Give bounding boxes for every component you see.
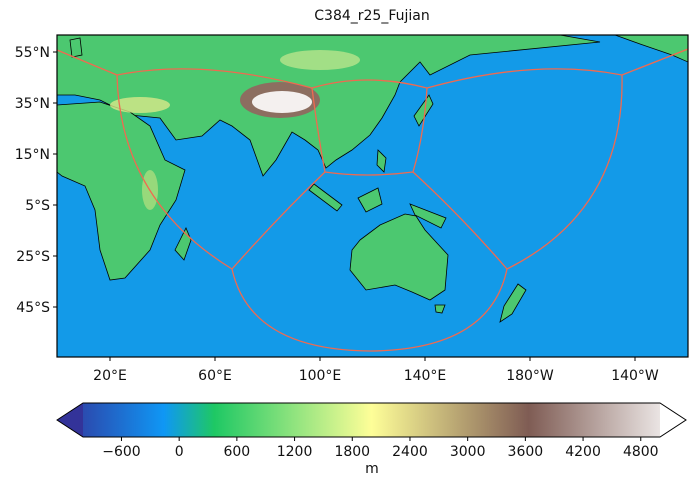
map-frame xyxy=(56,34,689,358)
lon-tick-label: 140°E xyxy=(404,368,447,384)
lat-tick-label: 25°S xyxy=(16,249,50,265)
colorbar-tick-label: 1200 xyxy=(277,444,313,460)
land-madagascar xyxy=(174,227,192,261)
colorbar-tick-label: 1800 xyxy=(334,444,370,460)
lon-tick-label: 20°E xyxy=(93,368,127,384)
colorbar-label: m xyxy=(365,461,379,477)
land-japan xyxy=(413,94,434,127)
colorbar-tick-label: 4200 xyxy=(565,444,601,460)
cubed-sphere-grid xyxy=(57,48,688,352)
land-australia xyxy=(349,213,449,301)
colorbar-tick-label: 2400 xyxy=(392,444,428,460)
colorbar-outline xyxy=(56,402,687,438)
lon-tick-labels: 20°E 60°E 100°E 140°E 180°W 140°W xyxy=(93,357,659,384)
lon-tick-label: 100°E xyxy=(299,368,342,384)
colorbar-tick-label: 3000 xyxy=(450,444,486,460)
land-tasmania xyxy=(434,304,446,314)
lat-tick-label: 5°S xyxy=(25,198,50,214)
colorbar-tick-label: 0 xyxy=(175,444,184,460)
colorbar-tick-label: 4800 xyxy=(623,444,659,460)
colorbar-tick-label: 3600 xyxy=(508,444,544,460)
lon-tick-label: 140°W xyxy=(611,368,659,384)
land-uk xyxy=(69,37,83,58)
land xyxy=(57,35,688,323)
land-sumatra xyxy=(308,183,343,212)
colorbar-extend-min xyxy=(57,403,83,437)
lat-tick-label: 45°S xyxy=(16,300,50,316)
land-new-zealand xyxy=(499,283,527,323)
land-borneo xyxy=(357,187,383,213)
land-alaska xyxy=(614,35,688,63)
lon-tick-label: 60°E xyxy=(198,368,232,384)
lat-tick-label: 35°N xyxy=(15,96,50,112)
colorbar-extend-max xyxy=(660,403,686,437)
colorbar-tick-label: −600 xyxy=(102,444,140,460)
land-africa xyxy=(57,101,186,281)
lon-tick-label: 180°W xyxy=(506,368,554,384)
colorbar-tick-label: 600 xyxy=(223,444,250,460)
land-new-guinea xyxy=(409,203,447,229)
lat-tick-label: 15°N xyxy=(15,147,50,163)
colorbar-body xyxy=(57,403,686,437)
land-philippines xyxy=(376,149,387,173)
lat-tick-label: 55°N xyxy=(15,45,50,61)
land-eurasia xyxy=(57,35,601,177)
colorbar: −600 0 600 1200 1800 2400 3000 3600 4200 4800 m xyxy=(56,402,687,477)
highlands xyxy=(110,50,360,210)
lat-tick-labels: 55°N 35°N 15°N 5°S 25°S 45°S xyxy=(15,45,57,316)
figure-title: C384_r25_Fujian xyxy=(314,8,429,24)
map-panel xyxy=(57,35,688,357)
